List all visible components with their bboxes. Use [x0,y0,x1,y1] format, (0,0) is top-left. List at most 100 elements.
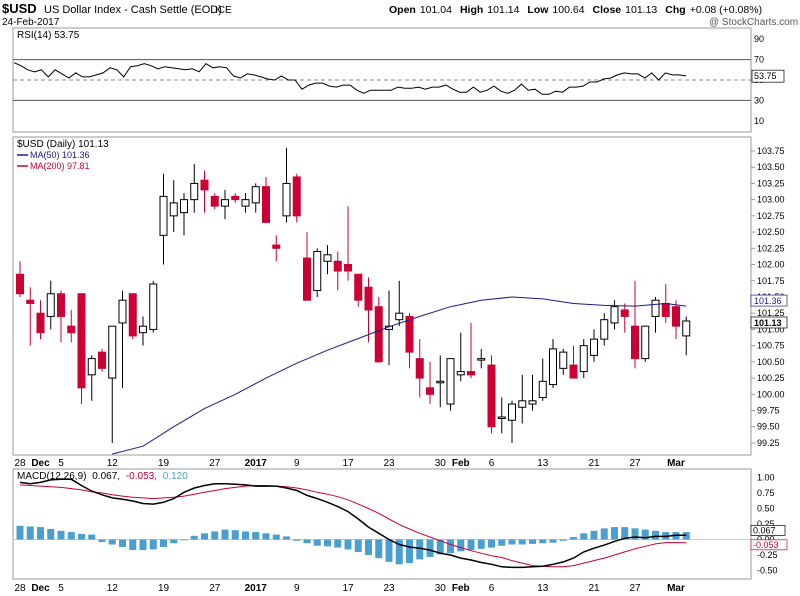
close-value-tag-box [750,316,788,329]
candle-down [661,302,670,317]
candle-down [210,195,219,207]
macd-x-tick-5: 5 [58,583,64,594]
macd-histogram-bar [652,530,659,540]
macd-line [19,478,687,569]
price-legend: $USD (Daily) 101.13 [17,139,109,150]
macd-histogram-bar [201,533,208,540]
candle-up [323,254,332,262]
macd-histogram-bar [344,539,352,550]
candle-up [538,380,547,399]
candle-up [477,358,486,361]
candle-up [446,358,455,405]
price-panel: $USD (Daily) 101.13 MA(50) 101.36 MA(200… [16,139,788,455]
candle-down [16,273,24,295]
rsi-panel: RSI(14) 53.75 907050301053.75 [13,30,785,126]
macd-histogram-bar [303,539,311,544]
candle-up [497,416,506,420]
candle-up [190,182,199,201]
macd-histogram-bar [549,539,557,543]
chart-header: $USD US Dollar Index - Cash Settle (EOD)… [2,1,798,28]
price-y-tick-103.50: 103.50 [757,162,785,172]
candle-down [620,309,629,317]
candle-up [610,306,619,324]
candle-down [631,325,639,360]
macd-x-tick-13: 13 [537,583,549,594]
price-y-tick-103.00: 103.00 [757,195,785,205]
candle-down [364,286,373,311]
price-x-tick-28: 28 [14,458,26,469]
macd-signal-line [19,484,687,568]
macd-histogram-bar [529,539,536,544]
price-y-tick-102.25: 102.25 [757,243,785,253]
macd-histogram-bar [611,527,618,540]
macd-histogram-bar [457,539,465,552]
candle-up [641,325,650,360]
candle-down [128,293,137,337]
candle-down [231,195,240,201]
instrument-name: US Dollar Index - Cash Settle (EOD) [44,4,222,16]
macd-histogram-bar [211,531,219,540]
candle-up [241,199,250,207]
candle-up [682,320,691,337]
macd-x-tick-21: 21 [588,583,600,594]
price-x-tick-19: 19 [158,458,170,469]
candle-down [467,371,475,376]
price-y-tick-103.75: 103.75 [757,146,785,156]
macd-histogram-bar [57,530,65,540]
macd-histogram-bar [262,533,270,540]
candle-up [518,400,527,408]
macd-histogram-bar [108,539,116,545]
price-x-tick-13: 13 [537,458,549,469]
macd-histogram-bar [231,530,239,540]
price-y-tick-102.75: 102.75 [757,211,785,221]
macd-legend-name: MACD(12,26,9) [17,471,86,482]
rsi-y-tick-10: 10 [754,116,764,126]
macd-histogram-bar [180,539,188,541]
macd-histogram-bar [385,539,393,562]
price-y-tick-101.25: 101.25 [757,308,785,318]
macd-x-tick-27: 27 [629,583,641,594]
candle-down [67,325,76,334]
candle-down [426,387,434,395]
macd-histogram-bar [406,539,413,564]
candle-up [282,182,291,217]
watermark: @ StockCharts.com [709,17,798,28]
candle-up [549,348,557,386]
macd-panel: MACD(12,26,9) 0.067, -0.053, 0.120 1.00 0… [13,471,788,576]
macd-histogram-bar [416,539,424,560]
candle-down [262,186,270,223]
macd-histogram-bar [119,539,126,547]
candle-down [405,315,414,353]
rsi-y-tick-70: 70 [754,55,764,65]
macd-histogram-bar [621,527,629,540]
macd-histogram-bar [477,539,485,549]
macd-histogram-bar [641,529,649,540]
macd-histogram-bar [426,539,434,557]
macd-value-tag: 0.067 [753,525,776,535]
macd-histogram-bar [508,539,516,545]
rsi-panel-frame [12,27,752,133]
candle-down [57,293,65,317]
price-x-tick-23: 23 [383,458,395,469]
candle-up [456,371,465,376]
candle-up [590,338,598,356]
ohlc-readout: Open 101.04 High 101.14 Low 100.64 Close 101.13… [389,4,762,16]
ma50-line [112,296,687,455]
macd-x-tick-Feb: Feb [452,583,470,594]
macd-histogram-bar [16,525,24,540]
macd-histogram-bar [436,539,444,555]
candle-down [292,176,301,217]
price-x-tick-30: 30 [435,458,447,469]
candle-up [159,195,168,236]
macd-histogram-bar [447,539,454,554]
price-x-tick-Feb: Feb [452,458,470,469]
price-y-tick-100.00: 100.00 [757,389,785,399]
macd-histogram-bar [467,539,475,551]
price-y-tick-99.25: 99.25 [757,438,780,448]
macd-histogram-bar [365,539,372,556]
rsi-legend: RSI(14) 53.75 [17,30,80,41]
rsi-y-tick-30: 30 [754,95,764,105]
ma50-value-tag: 101.36 [754,296,782,306]
macd-histogram-bar [26,526,34,540]
